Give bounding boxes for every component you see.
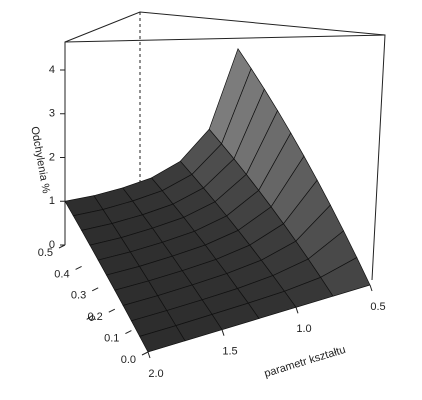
z-tick-label: 1	[49, 195, 55, 207]
y-tick	[141, 351, 149, 356]
z-tick-label: 4	[49, 64, 55, 76]
y-tick	[58, 244, 66, 249]
x-tick	[295, 307, 299, 314]
y-tick-label: 0.2	[88, 311, 103, 323]
y-tick	[75, 265, 82, 270]
y-tick	[125, 330, 132, 335]
y-tick	[91, 287, 99, 292]
z-tick-label: 2	[49, 151, 55, 163]
z-tick-label: 3	[49, 108, 55, 120]
x-tick-label: 1.0	[296, 323, 311, 335]
y-tick-label: 0.3	[71, 290, 86, 302]
box-edge	[64, 34, 386, 43]
surface	[64, 48, 371, 353]
z-tick-label: 0	[49, 239, 55, 251]
x-tick	[147, 351, 151, 359]
box-edge	[64, 11, 386, 281]
y-tick	[108, 308, 116, 313]
y-axis-title: p	[85, 312, 98, 324]
y-tick-label: 0.0	[121, 354, 136, 366]
y-tick-label: 0.5	[38, 247, 53, 259]
x-tick	[369, 284, 373, 292]
y-tick-label: 0.1	[104, 333, 119, 345]
x-tick	[221, 329, 225, 336]
x-tick-label: 0.5	[370, 301, 385, 313]
x-tick-label: 2.0	[148, 368, 163, 380]
x-tick-label: 1.5	[222, 346, 237, 358]
surface-facet	[139, 325, 186, 353]
y-tick-label: 0.4	[54, 268, 69, 280]
